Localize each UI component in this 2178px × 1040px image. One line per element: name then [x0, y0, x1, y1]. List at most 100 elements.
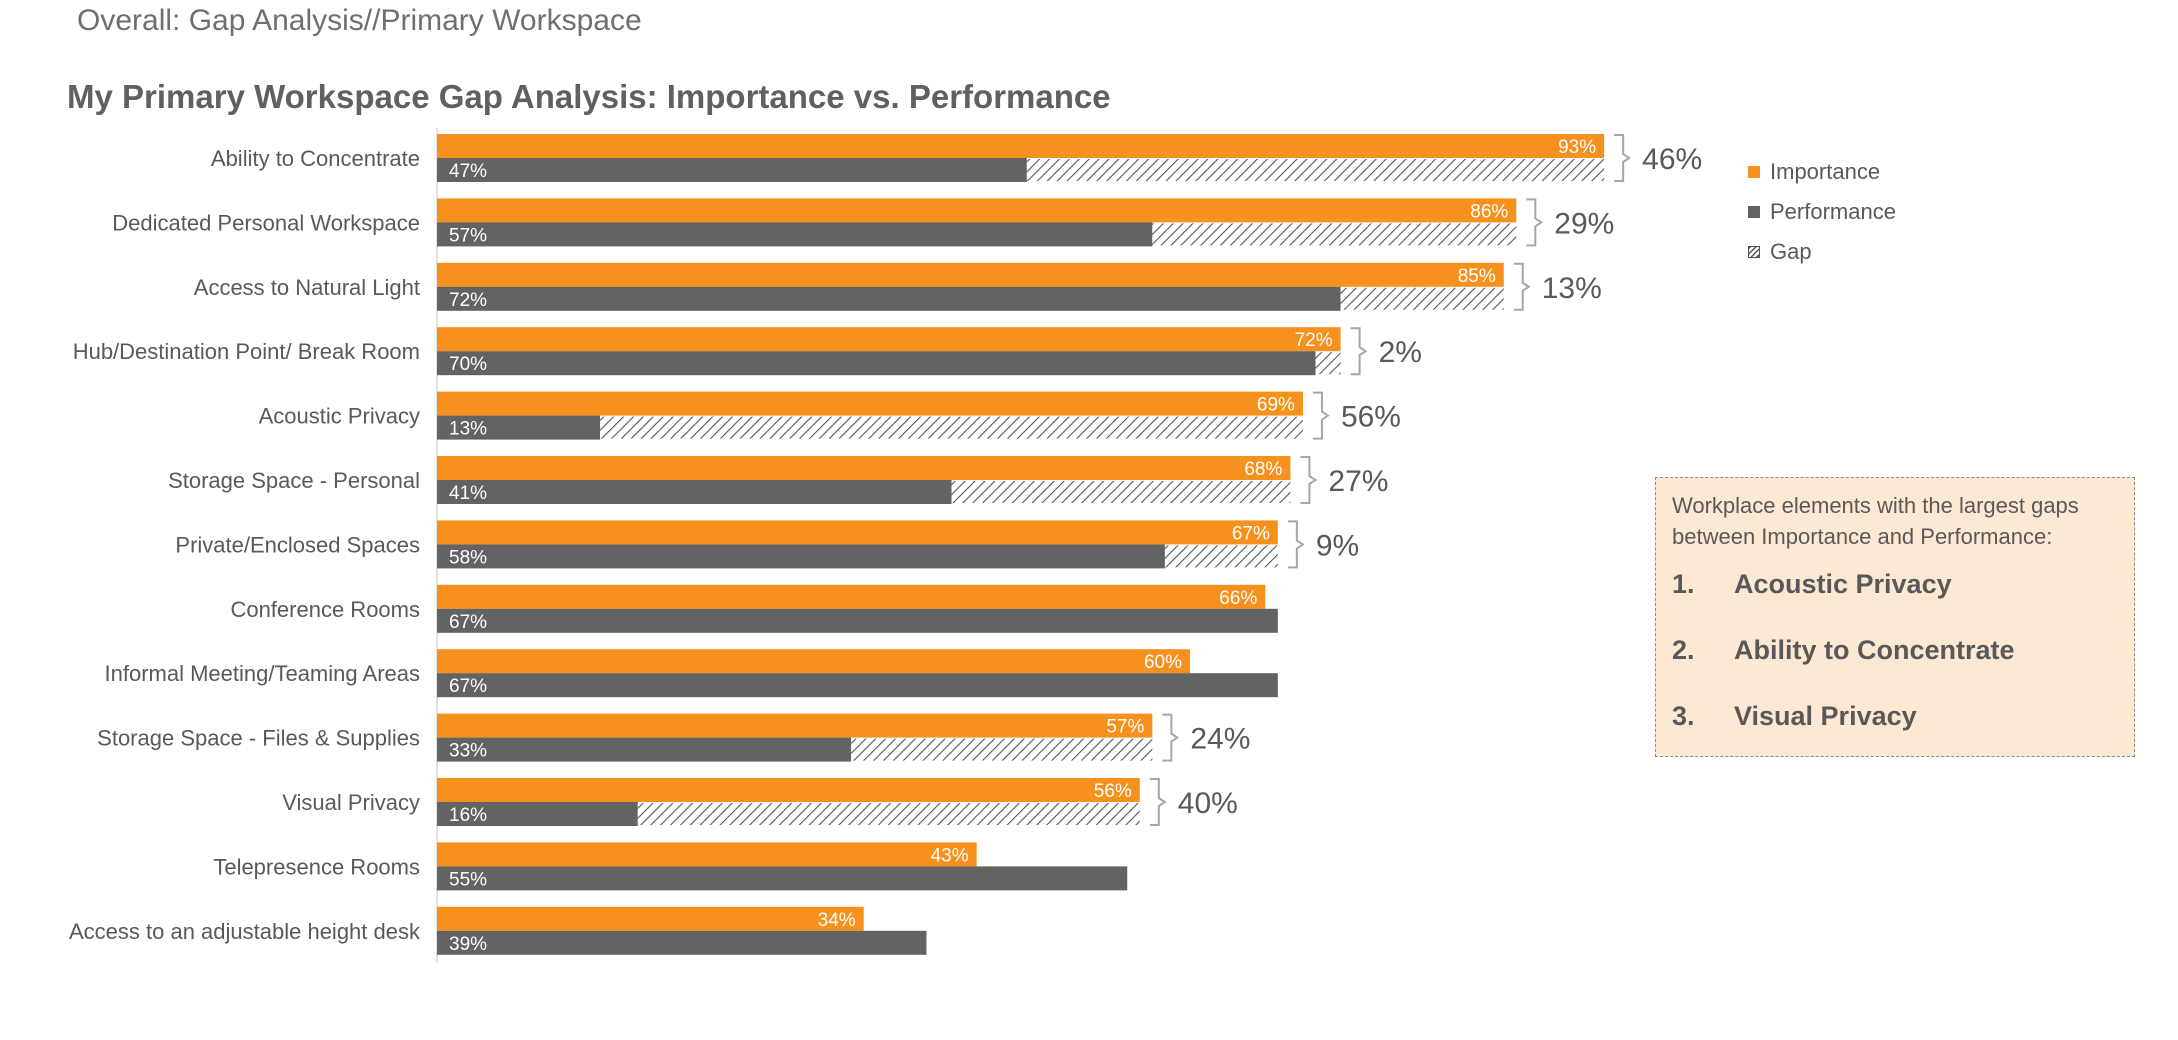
performance-value-label: 70% — [449, 354, 487, 375]
importance-bar — [437, 456, 1291, 480]
performance-bar — [437, 930, 927, 955]
callout-item-label: Acoustic Privacy — [1734, 569, 1952, 599]
category-label: Informal Meeting/Teaming Areas — [105, 661, 421, 686]
importance-bar — [437, 262, 1504, 287]
category-label: Access to an adjustable height desk — [69, 919, 421, 944]
importance-bar — [437, 198, 1517, 223]
performance-value-label: 57% — [449, 225, 487, 246]
gap-bar — [1152, 223, 1517, 246]
performance-bar — [437, 480, 952, 504]
gap-bracket — [1287, 520, 1305, 569]
chart-legend: Importance Performance Gap — [1748, 152, 1896, 272]
gap-bar — [1340, 287, 1504, 310]
gap-bracket — [1312, 391, 1330, 440]
legend-item-importance: Importance — [1748, 152, 1896, 192]
importance-value-label: 57% — [1106, 717, 1144, 738]
performance-value-label: 72% — [449, 290, 487, 311]
callout-item: 1. Acoustic Privacy — [1672, 568, 2118, 600]
importance-value-label: 93% — [1558, 137, 1596, 158]
gap-bracket — [1350, 327, 1368, 376]
importance-value-label: 85% — [1458, 266, 1496, 287]
gap-bracket — [1526, 198, 1544, 247]
importance-swatch-icon — [1748, 166, 1760, 178]
gap-value-label: 56% — [1341, 401, 1401, 434]
importance-value-label: 60% — [1144, 652, 1182, 673]
callout-item: 2. Ability to Concentrate — [1672, 634, 2118, 666]
performance-bar — [437, 158, 1027, 182]
page-header: Overall: Gap Analysis//Primary Workspace — [77, 4, 642, 37]
category-label: Ability to Concentrate — [211, 146, 420, 171]
callout-item-label: Visual Privacy — [1734, 701, 1917, 731]
performance-bar — [437, 737, 852, 762]
chart-title: My Primary Workspace Gap Analysis: Impor… — [67, 78, 1111, 115]
importance-bar — [437, 327, 1341, 352]
gap-value-label: 9% — [1316, 529, 1359, 562]
importance-value-label: 67% — [1232, 523, 1270, 544]
gap-value-label: 46% — [1642, 143, 1702, 176]
gap-value-label: 40% — [1178, 787, 1238, 820]
importance-bar — [437, 906, 864, 931]
legend-label-importance: Importance — [1770, 159, 1881, 184]
category-label: Acoustic Privacy — [259, 404, 420, 429]
importance-bar — [437, 842, 977, 867]
importance-value-label: 72% — [1295, 330, 1333, 351]
performance-value-label: 41% — [449, 483, 487, 504]
gap-bracket — [1513, 262, 1531, 311]
callout-list: 1. Acoustic Privacy 2. Ability to Concen… — [1672, 568, 2118, 732]
gap-bar — [1315, 352, 1341, 375]
gap-bar — [637, 803, 1140, 825]
callout-intro: Workplace elements with the largest gaps… — [1672, 493, 2079, 549]
gap-value-label: 13% — [1542, 272, 1602, 305]
performance-value-label: 67% — [449, 676, 487, 697]
importance-bar — [437, 713, 1153, 738]
category-label: Telepresence Rooms — [213, 854, 420, 879]
legend-item-gap: Gap — [1748, 232, 1896, 272]
importance-value-label: 66% — [1219, 588, 1257, 609]
importance-value-label: 34% — [818, 910, 856, 931]
gap-value-label: 24% — [1190, 723, 1250, 756]
largest-gaps-callout: Workplace elements with the largest gaps… — [1655, 477, 2135, 757]
legend-label-gap: Gap — [1770, 239, 1812, 264]
performance-bar — [437, 802, 638, 826]
category-label: Dedicated Personal Workspace — [112, 210, 420, 235]
importance-bar — [437, 391, 1303, 416]
gap-value-label: 27% — [1328, 465, 1388, 498]
callout-item-number: 3. — [1672, 701, 1695, 731]
category-label: Access to Natural Light — [194, 275, 420, 300]
category-label: Private/Enclosed Spaces — [175, 532, 420, 557]
callout-item-number: 2. — [1672, 635, 1695, 665]
performance-value-label: 67% — [449, 612, 487, 633]
importance-value-label: 56% — [1094, 781, 1132, 802]
gap-swatch-icon — [1748, 246, 1760, 258]
category-label: Visual Privacy — [282, 790, 420, 815]
performance-bar — [437, 415, 601, 440]
callout-item-number: 1. — [1672, 569, 1695, 599]
gap-value-label: 2% — [1379, 336, 1422, 369]
category-label: Hub/Destination Point/ Break Room — [73, 339, 420, 364]
category-label: Conference Rooms — [230, 597, 420, 622]
performance-value-label: 13% — [449, 419, 487, 440]
performance-bar — [437, 866, 1128, 891]
performance-bar — [437, 351, 1316, 376]
performance-bar — [437, 544, 1165, 569]
gap-value-label: 29% — [1554, 207, 1614, 240]
importance-value-label: 43% — [931, 845, 969, 866]
gap-bar — [600, 416, 1303, 439]
importance-bar — [437, 134, 1605, 158]
legend-label-performance: Performance — [1770, 199, 1896, 224]
performance-bar — [437, 222, 1153, 247]
performance-swatch-icon — [1748, 206, 1760, 218]
importance-value-label: 68% — [1244, 459, 1282, 480]
importance-bar — [437, 649, 1190, 674]
callout-item-label: Ability to Concentrate — [1734, 635, 2015, 665]
performance-value-label: 33% — [449, 741, 487, 762]
gap-bracket — [1300, 456, 1318, 504]
importance-bar — [437, 778, 1140, 802]
importance-bar — [437, 520, 1278, 545]
gap-bracket — [1149, 778, 1167, 826]
category-label: Storage Space - Files & Supplies — [97, 726, 420, 751]
legend-item-performance: Performance — [1748, 192, 1896, 232]
gap-bar — [851, 738, 1153, 761]
performance-bar — [437, 608, 1278, 633]
performance-value-label: 39% — [449, 934, 487, 955]
